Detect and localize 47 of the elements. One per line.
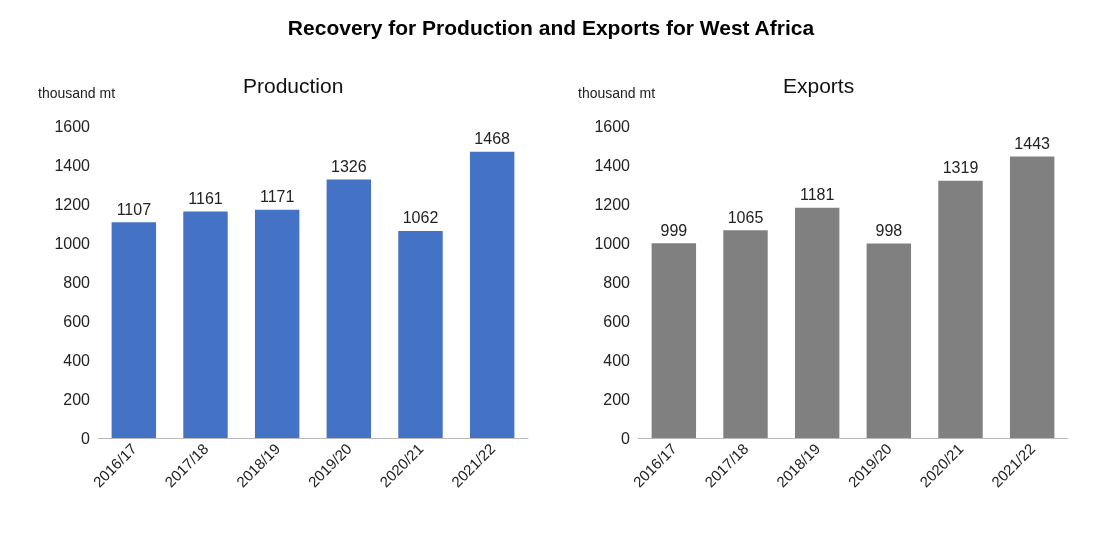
data-label: 1181 — [799, 186, 835, 204]
y-tick-label: 800 — [63, 273, 91, 291]
y-tick-label: 1200 — [594, 195, 631, 213]
data-label: 1443 — [1014, 135, 1051, 153]
bar — [651, 243, 697, 438]
bar — [326, 179, 372, 438]
bar — [469, 151, 515, 438]
y-tick-label: 0 — [81, 429, 91, 447]
y-tick-label: 1000 — [594, 234, 631, 252]
y-tick-label: 600 — [603, 312, 631, 330]
y-tick-label: 400 — [603, 351, 631, 369]
y-tick-label: 1600 — [54, 117, 91, 135]
y-tick-label: 800 — [603, 273, 631, 291]
y-tick-label: 1200 — [54, 195, 91, 213]
y-tick-label: 1600 — [594, 117, 631, 135]
y-axis-title: thousand mt — [38, 85, 116, 101]
y-tick-label: 600 — [63, 312, 91, 330]
bar — [398, 230, 443, 438]
chart-title: Recovery for Production and Exports for West Africa — [286, 15, 816, 41]
bar — [723, 230, 768, 438]
y-tick-label: 200 — [603, 390, 631, 408]
y-tick-label: 400 — [63, 351, 91, 369]
data-label: 1062 — [402, 209, 439, 227]
bar — [111, 222, 157, 438]
data-label: 998 — [875, 221, 903, 239]
y-axis-title: thousand mt — [578, 85, 656, 101]
bar — [938, 180, 983, 438]
y-tick-label: 1000 — [54, 234, 91, 252]
data-label: 1171 — [259, 188, 295, 206]
data-label: 1065 — [727, 208, 764, 226]
bar — [794, 207, 840, 438]
data-label: 1107 — [116, 200, 152, 218]
chart-subtitle: Production — [243, 74, 344, 97]
data-label: 1468 — [474, 130, 511, 148]
y-tick-label: 1400 — [54, 156, 91, 174]
data-label: 1326 — [331, 157, 367, 175]
bar — [1009, 156, 1055, 438]
y-tick-label: 1400 — [594, 156, 631, 174]
y-tick-label: 200 — [63, 390, 91, 408]
data-label: 1319 — [942, 159, 979, 177]
bar — [866, 243, 912, 438]
y-tick-label: 0 — [621, 429, 631, 447]
data-label: 1161 — [188, 190, 223, 208]
bar — [183, 211, 228, 438]
bar — [254, 209, 300, 438]
chart-title: Exports — [783, 74, 855, 97]
data-label: 999 — [660, 221, 688, 239]
